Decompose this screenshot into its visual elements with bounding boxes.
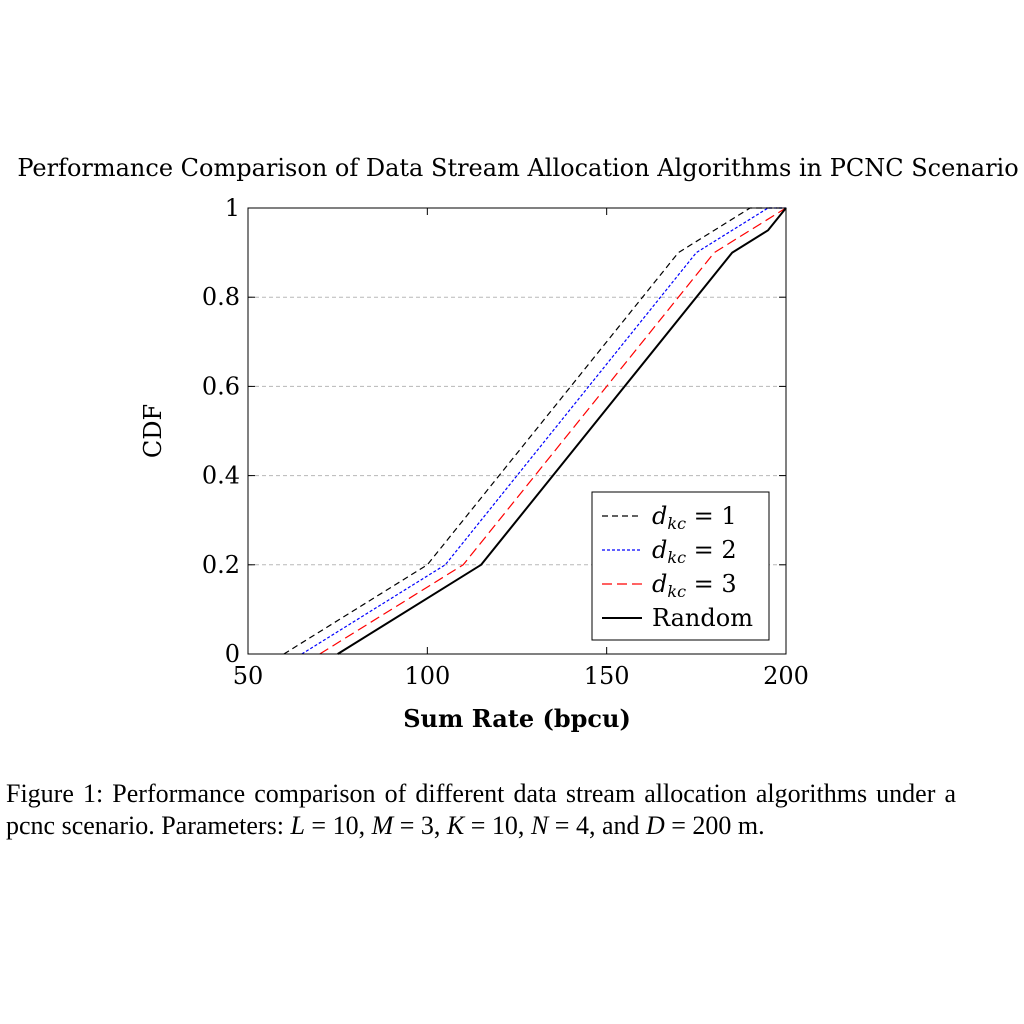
- series-line-3: [337, 207, 787, 655]
- param-M-name: M: [371, 811, 394, 840]
- param-D-name: D: [645, 811, 665, 840]
- x-tick-label-3: 200: [763, 662, 809, 690]
- y-tick-label-1: 0.2: [202, 551, 240, 579]
- caption-prefix: Figure 1: Performance comparison of diff…: [6, 779, 956, 840]
- y-axis-label: CDF: [139, 404, 167, 458]
- param-D-value: = 200 m.: [664, 811, 765, 840]
- param-N-name: N: [530, 811, 549, 840]
- y-tick-label-3: 0.6: [202, 372, 240, 400]
- figure-caption: Figure 1: Performance comparison of diff…: [6, 778, 956, 842]
- y-tick-label-2: 0.4: [202, 462, 240, 490]
- x-axis-label: Sum Rate (bpcu): [403, 704, 631, 733]
- param-N-value: = 4, and: [548, 811, 646, 840]
- legend-label-2: dkc = 3: [652, 570, 737, 601]
- x-tick-label-0: 50: [233, 662, 264, 690]
- y-tick-label-0: 0: [225, 640, 240, 668]
- y-tick-label-4: 0.8: [202, 283, 240, 311]
- param-L-name: L: [290, 811, 305, 840]
- y-tick-label-5: 1: [225, 194, 240, 222]
- param-M-value: = 3,: [393, 811, 447, 840]
- param-K-name: K: [446, 811, 465, 840]
- param-K-value: = 10,: [464, 811, 531, 840]
- param-L-value: = 10,: [304, 811, 372, 840]
- x-tick-label-2: 150: [584, 662, 630, 690]
- x-tick-label-1: 100: [404, 662, 450, 690]
- legend-label-3: Random: [652, 604, 753, 632]
- chart-title: Performance Comparison of Data Stream Al…: [17, 154, 1018, 182]
- legend-box: [591, 491, 770, 641]
- legend-label-1: dkc = 2: [652, 536, 737, 567]
- series-line-2: [319, 207, 787, 655]
- legend-label-0: dkc = 1: [652, 502, 737, 533]
- plot-frame: [247, 207, 787, 655]
